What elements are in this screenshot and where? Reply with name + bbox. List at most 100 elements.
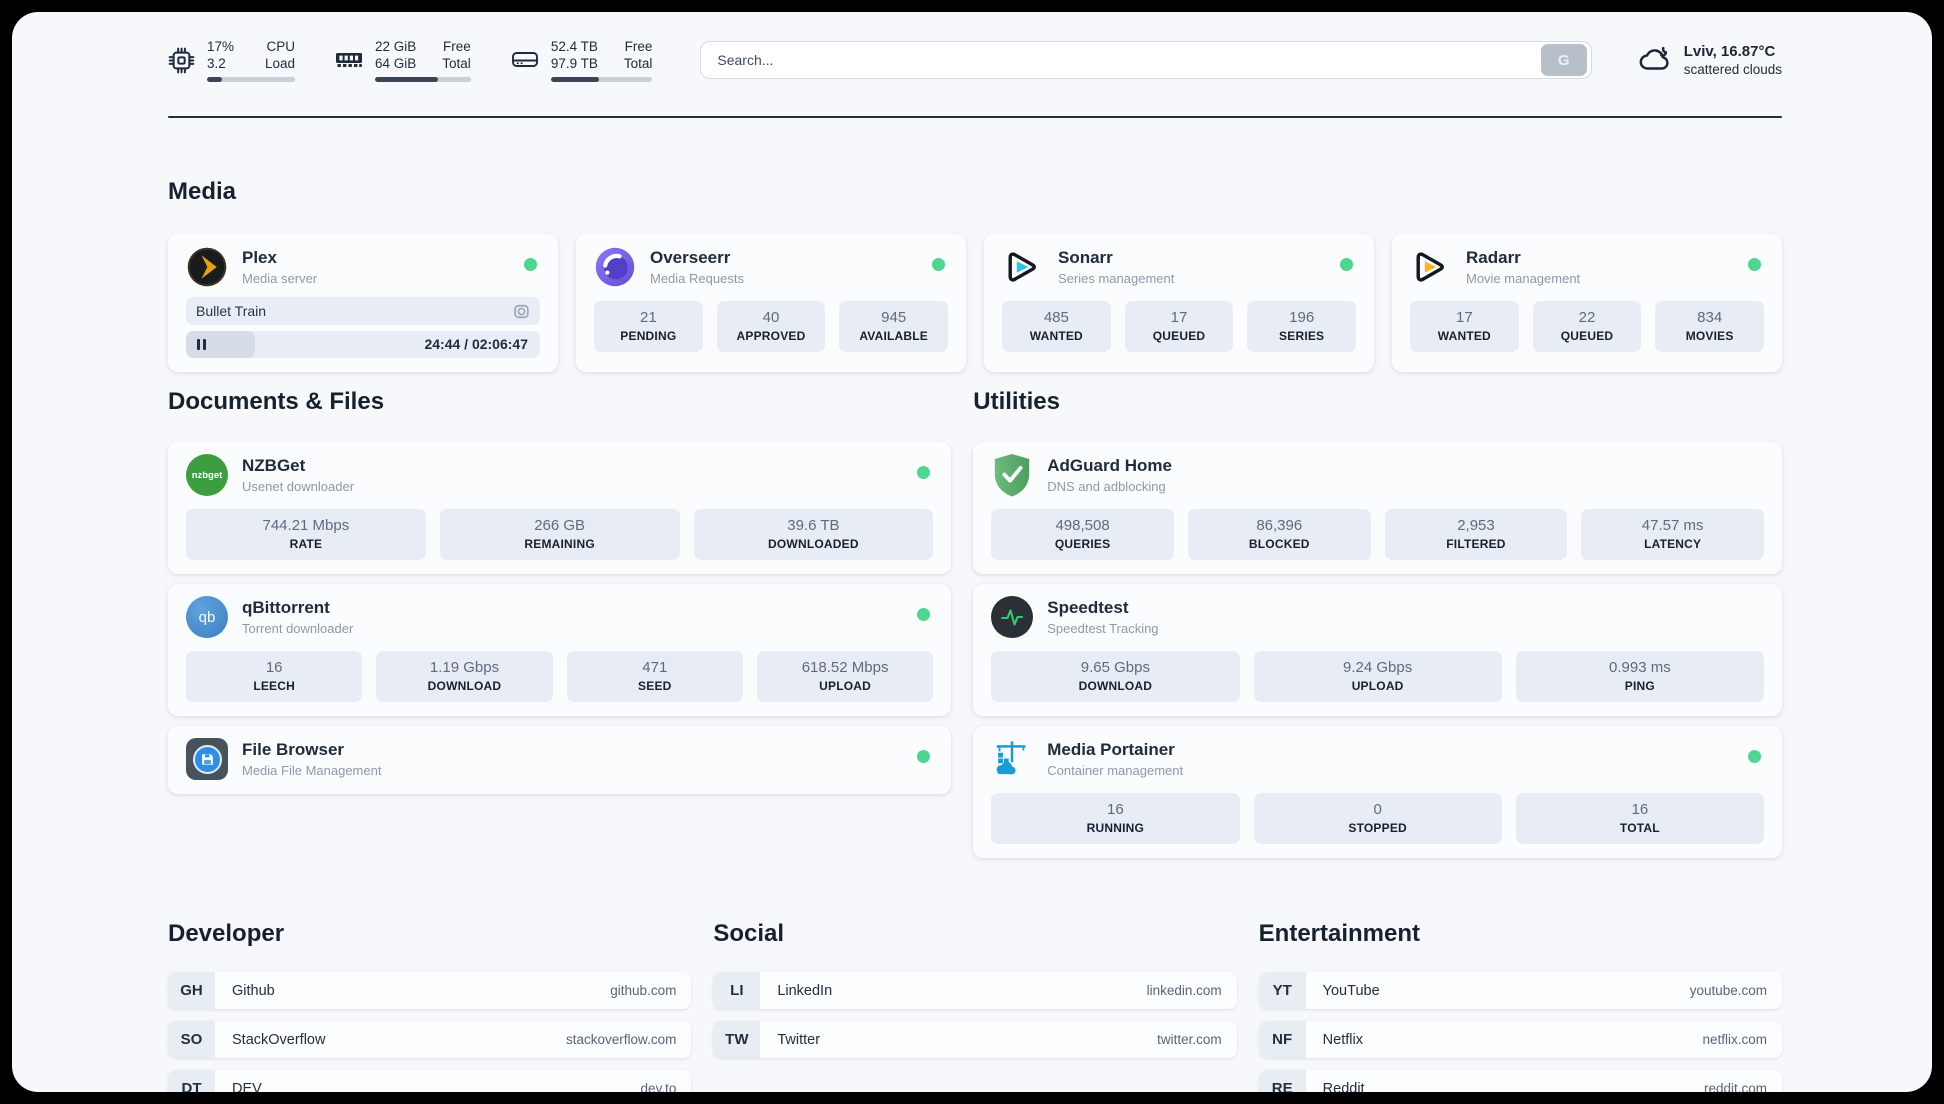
bookmark-url: stackoverflow.com bbox=[566, 1032, 677, 1047]
bookmark-name: YouTube bbox=[1322, 982, 1380, 999]
bookmark-linkedin[interactable]: LI LinkedIn linkedin.com bbox=[713, 972, 1237, 1009]
app-title: Media Portainer bbox=[1047, 740, 1175, 759]
bookmark-abbr: TW bbox=[713, 1021, 761, 1058]
stat-pill: 16 RUNNING bbox=[991, 793, 1240, 844]
nzbget-icon: nzbget bbox=[186, 454, 228, 496]
disk-free-value: 52.4 TB bbox=[550, 39, 598, 54]
bookmark-name: StackOverflow bbox=[232, 1031, 326, 1048]
bookmark-twitter[interactable]: TW Twitter twitter.com bbox=[713, 1021, 1237, 1058]
stat-pill: 39.6 TB DOWNLOADED bbox=[693, 509, 934, 560]
stat-pill: 47.57 ms LATENCY bbox=[1581, 509, 1764, 560]
app-subtitle: Media File Management bbox=[242, 763, 382, 778]
cpu-stat: 17% 3.2 CPU Load bbox=[168, 38, 295, 82]
social-bookmarks: Social LI LinkedIn linkedin.com TW Twitt… bbox=[713, 918, 1237, 1070]
app-title: Radarr bbox=[1466, 248, 1521, 267]
bookmark-dev[interactable]: DT DEV dev.to bbox=[168, 1070, 692, 1093]
app-card-qbittorrent[interactable]: qb qBittorrent Torrent downloader 16 LEEC… bbox=[168, 584, 952, 716]
cpu-label: CPU bbox=[266, 39, 295, 54]
stat-pill: 86,396 BLOCKED bbox=[1187, 509, 1371, 560]
stat-pill: 17 QUEUED bbox=[1124, 301, 1234, 352]
app-card-radarr[interactable]: Radarr Movie management 17 WANTED 22 QUEUE… bbox=[1392, 234, 1782, 372]
seek-bar[interactable]: 24:44 / 02:06:47 bbox=[186, 331, 540, 358]
weather-condition: scattered clouds bbox=[1683, 61, 1782, 77]
stat-pill: 471 SEED bbox=[566, 651, 743, 702]
app-card-sonarr[interactable]: Sonarr Series management 485 WANTED 17 QUE… bbox=[984, 234, 1374, 372]
stat-pill: 16 LEECH bbox=[186, 651, 363, 702]
ram-icon bbox=[336, 53, 362, 67]
app-card-overseerr[interactable]: Overseerr Media Requests 21 PENDING 40 APP… bbox=[576, 234, 966, 372]
app-title: qBittorrent bbox=[242, 598, 330, 617]
cpu-percent: 17% bbox=[207, 39, 235, 54]
bookmark-netflix[interactable]: NF Netflix netflix.com bbox=[1258, 1021, 1782, 1058]
weather-location-temp: Lviv, 16.87°C bbox=[1683, 42, 1776, 60]
dashboard-page: 17% 3.2 CPU Load 22 GiB 64 GiB Free Total bbox=[12, 12, 1932, 1092]
disk-total-label: Total bbox=[623, 56, 653, 71]
app-subtitle: Torrent downloader bbox=[242, 621, 354, 636]
stat-pill: 196 SERIES bbox=[1247, 301, 1356, 352]
stat-pill: 834 MOVIES bbox=[1655, 301, 1764, 352]
status-dot bbox=[1748, 258, 1761, 271]
app-card-nzbget[interactable]: nzbget NZBGet Usenet downloader 744.21 M… bbox=[168, 442, 952, 574]
bookmark-name: Github bbox=[232, 982, 275, 999]
app-title: Overseerr bbox=[650, 248, 731, 267]
bookmark-stackoverflow[interactable]: SO StackOverflow stackoverflow.com bbox=[168, 1021, 692, 1058]
search-engine-button[interactable]: G bbox=[1540, 44, 1587, 76]
app-subtitle: Media Requests bbox=[650, 271, 744, 286]
now-playing-bar: Bullet Train bbox=[186, 297, 540, 325]
bookmark-url: reddit.com bbox=[1703, 1081, 1767, 1092]
app-title: AdGuard Home bbox=[1047, 456, 1172, 475]
playback-time: 24:44 / 02:06:47 bbox=[424, 336, 528, 352]
cpu-load-label: Load bbox=[264, 56, 295, 71]
pause-icon[interactable] bbox=[197, 339, 206, 350]
memory-free-label: Free bbox=[443, 39, 471, 54]
overseerr-icon bbox=[594, 246, 636, 288]
app-title: Plex bbox=[242, 248, 277, 267]
app-subtitle: Container management bbox=[1047, 763, 1184, 778]
bookmark-youtube[interactable]: YT YouTube youtube.com bbox=[1258, 972, 1782, 1009]
app-card-speedtest[interactable]: Speedtest Speedtest Tracking 9.65 Gbps DO… bbox=[973, 584, 1782, 716]
bookmark-reddit[interactable]: RE Reddit reddit.com bbox=[1258, 1070, 1782, 1093]
stat-pill: 0.993 ms PING bbox=[1515, 651, 1764, 702]
documents-column: Documents & Files nzbget NZBGet Usenet d… bbox=[168, 386, 952, 804]
utilities-column: Utilities AdGuard Home DNS and adblockin… bbox=[973, 386, 1782, 868]
memory-stat: 22 GiB 64 GiB Free Total bbox=[335, 38, 471, 82]
stat-pill: 16 TOTAL bbox=[1515, 793, 1764, 844]
app-title: Sonarr bbox=[1058, 248, 1113, 267]
app-subtitle: Speedtest Tracking bbox=[1047, 621, 1159, 636]
bookmark-abbr: DT bbox=[168, 1070, 215, 1092]
radarr-icon bbox=[1410, 246, 1452, 288]
memory-progressbar bbox=[375, 77, 471, 82]
developer-bookmarks: Developer GH Github github.com SO StackO… bbox=[168, 918, 692, 1093]
bookmark-name: DEV bbox=[232, 1080, 262, 1093]
search-input[interactable] bbox=[701, 52, 1539, 68]
stat-pill: 22 QUEUED bbox=[1532, 301, 1642, 352]
app-card-plex[interactable]: Plex Media server Bullet Train 24:44 / 0… bbox=[168, 234, 558, 372]
stat-pill: 498,508 QUERIES bbox=[991, 509, 1174, 560]
session-camera-icon[interactable] bbox=[513, 303, 530, 320]
bookmark-abbr: GH bbox=[168, 972, 215, 1009]
speedtest-icon bbox=[991, 596, 1034, 638]
section-title-utilities: Utilities bbox=[973, 388, 1060, 415]
app-card-adguard[interactable]: AdGuard Home DNS and adblocking 498,508 Q… bbox=[973, 442, 1782, 574]
adguard-icon bbox=[991, 454, 1033, 497]
disk-progressbar bbox=[550, 77, 653, 82]
header-divider bbox=[168, 116, 1782, 118]
top-bar: 17% 3.2 CPU Load 22 GiB 64 GiB Free Total bbox=[168, 38, 1782, 82]
bookmark-abbr: LI bbox=[713, 972, 761, 1009]
app-card-filebrowser[interactable]: File Browser Media File Management bbox=[168, 726, 952, 794]
media-card-row: Plex Media server Bullet Train 24:44 / 0… bbox=[168, 234, 1782, 372]
section-title-documents: Documents & Files bbox=[168, 388, 385, 415]
status-dot bbox=[932, 258, 945, 271]
bookmark-url: netflix.com bbox=[1702, 1032, 1767, 1047]
section-title-social: Social bbox=[713, 920, 785, 947]
bookmark-name: Reddit bbox=[1322, 1080, 1365, 1093]
status-dot bbox=[1748, 750, 1761, 763]
app-subtitle: DNS and adblocking bbox=[1047, 479, 1166, 494]
bookmark-name: Netflix bbox=[1322, 1031, 1363, 1048]
bookmark-github[interactable]: GH Github github.com bbox=[168, 972, 692, 1009]
app-card-portainer[interactable]: Media Portainer Container management 16 R… bbox=[973, 726, 1782, 858]
stat-pill: 2,953 FILTERED bbox=[1384, 509, 1568, 560]
status-dot bbox=[917, 750, 931, 763]
memory-free-value: 22 GiB bbox=[375, 39, 417, 54]
memory-total-label: Total bbox=[442, 56, 471, 71]
